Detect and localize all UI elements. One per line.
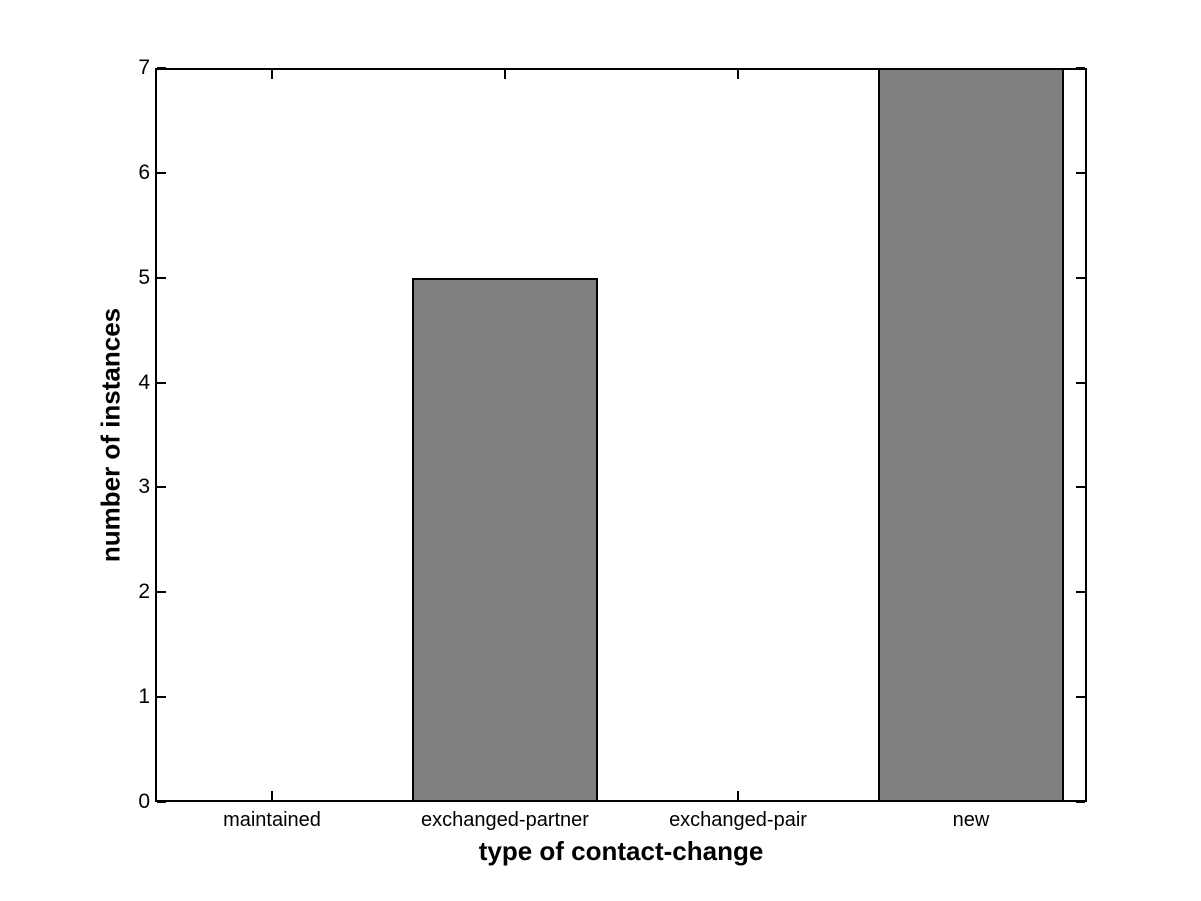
y-tick-left <box>157 486 166 488</box>
y-tick-label: 7 <box>138 56 150 79</box>
y-tick-right <box>1076 696 1085 698</box>
bar-new <box>878 68 1064 802</box>
y-tick-label: 4 <box>138 371 150 394</box>
bar-exchanged-partner <box>412 278 598 802</box>
y-tick-left <box>157 382 166 384</box>
x-tick-bottom <box>737 791 739 800</box>
x-tick-label: exchanged-pair <box>669 809 807 831</box>
y-tick-right <box>1076 67 1085 69</box>
y-tick-right <box>1076 486 1085 488</box>
x-tick-top <box>737 70 739 79</box>
y-tick-right <box>1076 801 1085 803</box>
y-tick-label: 3 <box>138 475 150 498</box>
y-tick-label: 1 <box>138 685 150 708</box>
y-tick-left <box>157 67 166 69</box>
y-tick-left <box>157 172 166 174</box>
y-tick-label: 5 <box>138 266 150 289</box>
y-tick-left <box>157 801 166 803</box>
x-tick-top <box>504 70 506 79</box>
y-tick-right <box>1076 591 1085 593</box>
y-tick-right <box>1076 382 1085 384</box>
x-tick-label: exchanged-partner <box>421 809 589 831</box>
y-tick-label: 6 <box>138 161 150 184</box>
x-tick-bottom <box>271 791 273 800</box>
y-tick-left <box>157 696 166 698</box>
y-tick-right <box>1076 277 1085 279</box>
x-tick-label: maintained <box>223 809 321 831</box>
y-axis-title: number of instances <box>95 307 126 563</box>
y-tick-left <box>157 277 166 279</box>
y-tick-label: 0 <box>138 790 150 813</box>
y-tick-left <box>157 591 166 593</box>
x-tick-top <box>271 70 273 79</box>
x-tick-label: new <box>952 809 990 831</box>
y-tick-label: 2 <box>138 580 150 603</box>
y-tick-right <box>1076 172 1085 174</box>
x-axis-title: type of contact-change <box>478 836 764 866</box>
